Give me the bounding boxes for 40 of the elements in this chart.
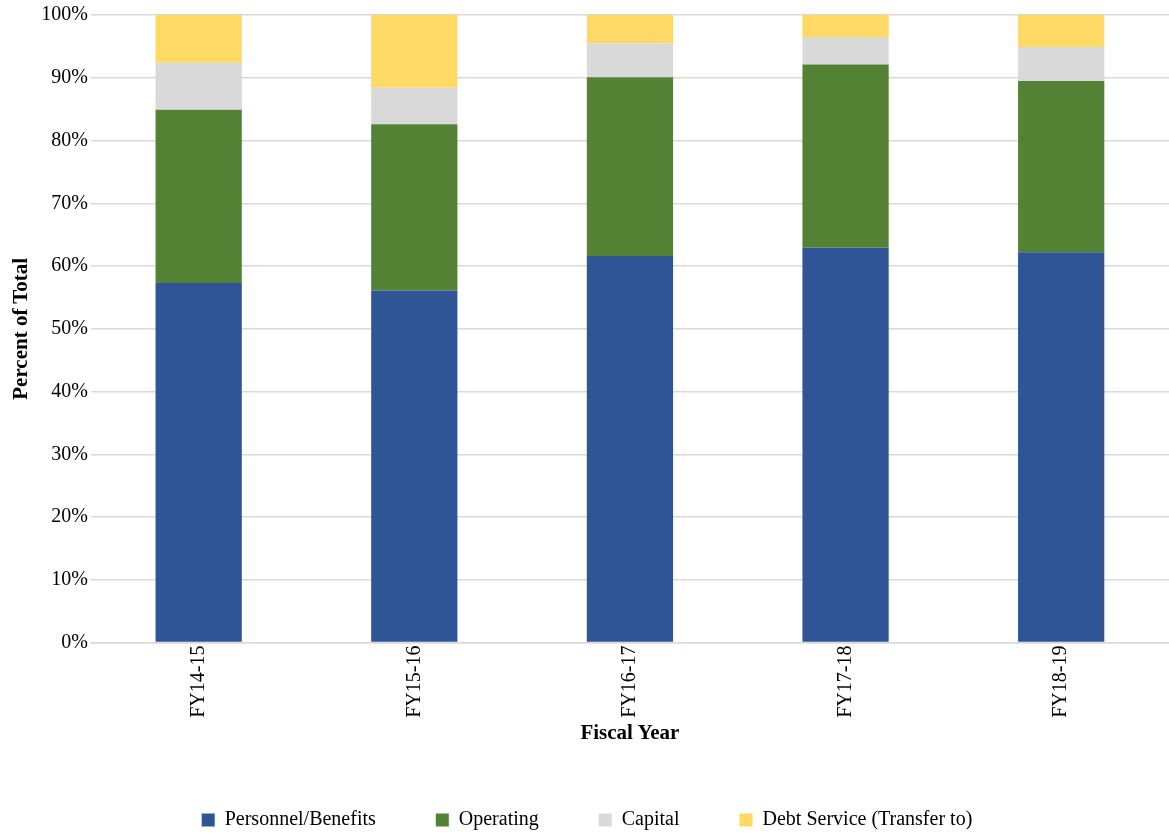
legend-label: Operating — [458, 807, 539, 831]
y-tick-label: 90% — [51, 65, 88, 88]
bar — [802, 247, 889, 642]
y-tick-label: 20% — [51, 504, 88, 527]
bar — [586, 15, 674, 44]
y-tick-label: 70% — [51, 190, 88, 213]
legend-label: Capital — [621, 807, 680, 831]
legend-label: Personnel/Benefits — [224, 807, 377, 830]
y-tick-label: 80% — [51, 127, 88, 150]
bar — [371, 290, 458, 642]
y-tick-label: 30% — [51, 441, 88, 464]
x-tick-label: FY17-18 — [832, 645, 855, 718]
bar — [586, 43, 674, 78]
y-axis-title: Percent of Total — [8, 257, 33, 400]
x-tick-label: FY16-17 — [617, 645, 640, 718]
bar — [371, 87, 458, 125]
bar — [586, 255, 674, 642]
bar — [802, 36, 889, 65]
x-tick-label: FY15-16 — [401, 645, 424, 718]
x-tick-label: FY14-15 — [185, 645, 208, 718]
legend-label: Debt Service (Transfer to) — [762, 807, 973, 831]
bar — [802, 15, 889, 37]
y-tick-label: 10% — [51, 567, 88, 590]
x-tick-label: FY18-19 — [1048, 645, 1071, 718]
y-tick-label: 0% — [61, 629, 88, 652]
bar — [155, 15, 242, 63]
bar — [371, 15, 458, 88]
bar — [802, 64, 889, 248]
bar — [155, 282, 242, 642]
bar — [371, 124, 458, 291]
y-tick-label: 100% — [41, 2, 88, 25]
bar — [1018, 15, 1105, 48]
x-axis-title: Fiscal Year — [580, 719, 680, 744]
y-tick-label: 40% — [51, 378, 88, 401]
bar — [1018, 252, 1105, 642]
bar — [586, 77, 674, 256]
y-tick-label: 50% — [51, 316, 88, 339]
y-tick-label: 60% — [51, 253, 88, 276]
bar — [155, 109, 242, 283]
bar — [1018, 80, 1105, 253]
